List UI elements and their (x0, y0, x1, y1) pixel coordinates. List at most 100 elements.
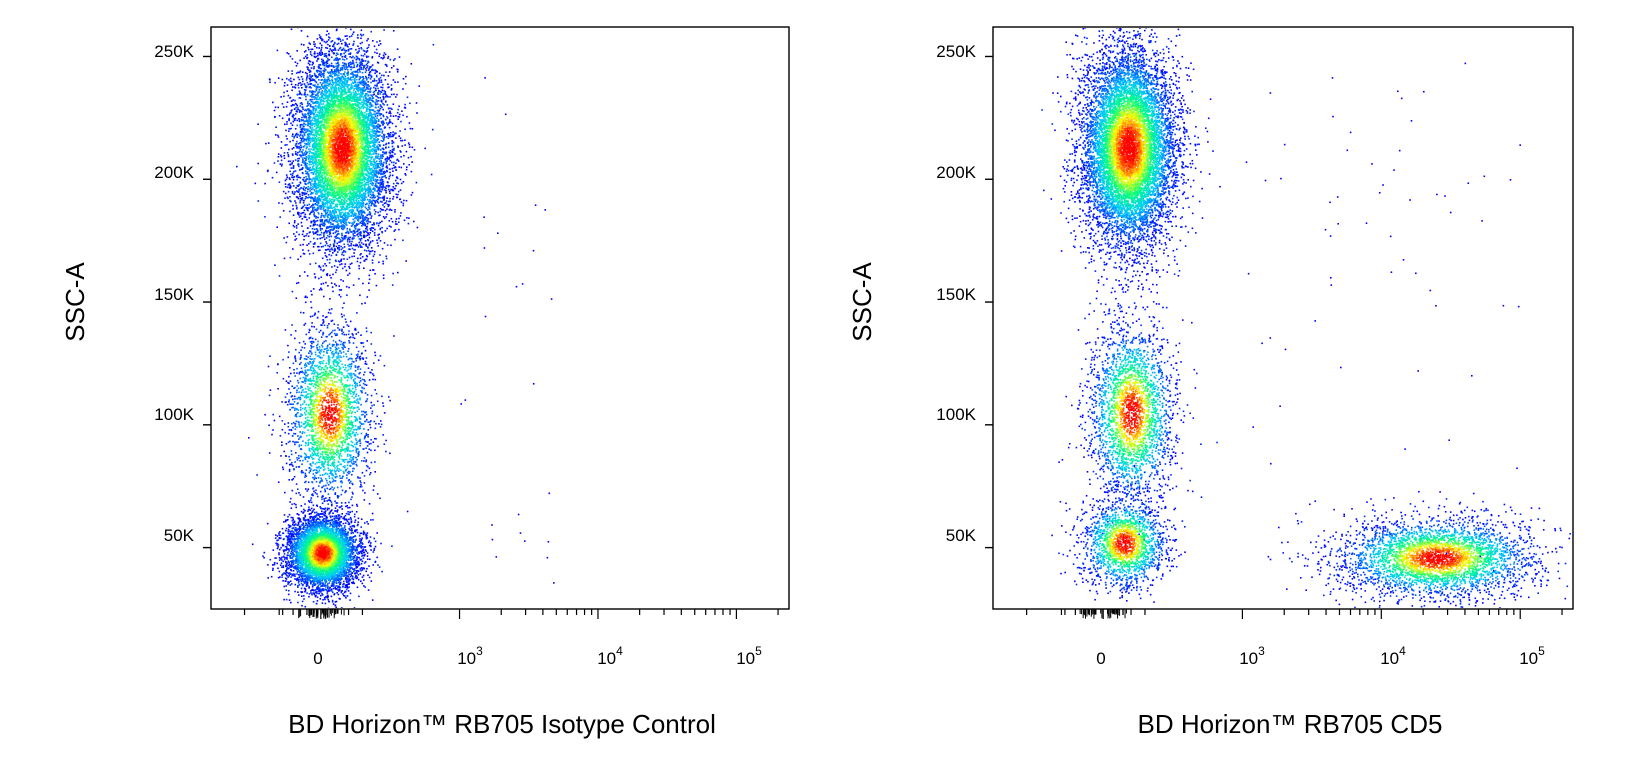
event-dot (345, 42, 347, 45)
event-dot (349, 95, 352, 98)
event-dot (331, 173, 333, 176)
event-dot (349, 52, 352, 54)
event-dot (321, 176, 323, 178)
event-dot (337, 176, 340, 178)
event-dot (338, 261, 341, 263)
event-dot (383, 189, 386, 191)
event-dot (325, 193, 327, 195)
event-dot (370, 94, 372, 96)
event-dot (349, 241, 351, 243)
event-dot (403, 163, 405, 165)
event-dot (377, 234, 379, 236)
event-dot (295, 204, 298, 207)
event-dot (322, 270, 324, 272)
event-dot (375, 170, 377, 172)
event-dot (308, 203, 311, 206)
event-dot (343, 10, 345, 12)
event-dot (370, 167, 373, 170)
event-dot (321, 177, 324, 179)
event-dot (370, 105, 372, 108)
event-dot (325, 127, 328, 129)
event-dot (326, 230, 328, 233)
event-dot (309, 178, 312, 180)
event-dot (314, 80, 317, 83)
event-dot (376, 195, 379, 197)
event-dot (325, 4, 327, 6)
event-dot (327, 138, 330, 140)
event-dot (320, 122, 322, 124)
event-dot (394, 209, 396, 211)
event-dot (306, 156, 308, 159)
plot-frame (210, 26, 790, 610)
event-dot (309, 225, 312, 227)
event-dot (353, 252, 355, 254)
event-dot (317, 126, 320, 128)
event-dot (329, 298, 331, 300)
event-dot (308, 177, 311, 179)
event-dot (321, 186, 323, 189)
event-dot (349, 56, 351, 58)
event-dot (375, 160, 378, 163)
event-dot (292, 147, 295, 149)
event-dot (364, 184, 367, 186)
event-dot (377, 202, 380, 204)
event-dot (316, 190, 318, 192)
event-dot (311, 124, 313, 127)
event-dot (361, 130, 364, 132)
event-dot (297, 176, 299, 179)
event-dot (299, 105, 302, 107)
event-dot (376, 201, 379, 203)
event-dot (346, 217, 348, 219)
event-dot (334, 72, 337, 75)
event-dot (307, 62, 310, 65)
event-dot (369, 159, 372, 162)
event-dot (328, 220, 330, 223)
event-dot (284, 183, 287, 185)
event-dot (312, 113, 315, 116)
event-dot (361, 83, 363, 86)
event-dot (321, 73, 323, 75)
event-dot (353, 180, 356, 182)
event-dot (330, 93, 332, 95)
event-dot (375, 150, 377, 153)
event-dot (319, 132, 322, 135)
event-dot (319, 37, 322, 40)
y-tick-label: 50K (164, 526, 195, 545)
event-dot (337, 42, 340, 45)
event-dot (408, 143, 411, 146)
event-dot (273, 162, 276, 164)
event-dot (344, 201, 347, 204)
event-dot (348, 90, 351, 92)
event-dot (312, 243, 315, 245)
event-dot (375, 134, 377, 136)
event-dot (384, 92, 386, 94)
event-dot (355, 78, 358, 81)
event-dot (342, 9, 344, 11)
event-dot (378, 237, 380, 240)
event-dot (387, 57, 389, 59)
event-dot (309, 166, 311, 169)
event-dot (351, 103, 354, 105)
event-dot (409, 127, 412, 130)
event-dot (366, 47, 368, 50)
event-dot (367, 159, 369, 162)
event-dots (236, 4, 555, 608)
event-dot (346, 203, 349, 205)
event-dot (380, 120, 383, 123)
event-dot (364, 176, 367, 179)
event-dot (309, 79, 312, 81)
event-dot (344, 89, 347, 91)
event-dot (274, 116, 276, 118)
event-dot (313, 212, 315, 214)
event-dot (348, 35, 351, 38)
event-dot (365, 77, 367, 79)
event-dot (335, 217, 338, 219)
event-dot (301, 83, 303, 86)
event-dot (373, 124, 376, 127)
event-dot (363, 224, 365, 226)
event-dot (327, 230, 330, 232)
event-dot (360, 199, 362, 201)
event-dot (336, 74, 338, 77)
event-dot (403, 219, 406, 222)
event-dot (385, 136, 388, 138)
